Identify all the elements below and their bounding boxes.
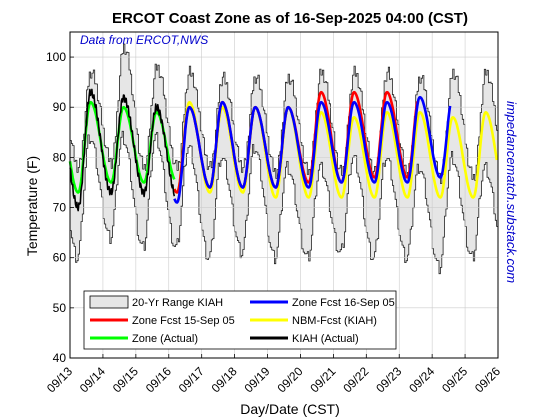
legend-label-zone-fcst-16-sep-05: Zone Fcst 16-Sep 05: [292, 297, 395, 309]
y-axis-ticks: 40 50 60 70 80 90 100: [46, 50, 74, 365]
legend-label-kiah-actual: KIAH (Actual): [292, 333, 359, 345]
series-line-kiah-actual: [69, 88, 176, 212]
y-tick-label: 40: [53, 351, 67, 365]
y-tick-label: 50: [53, 301, 67, 315]
legend-label-zone-fcst-15-sep-05: Zone Fcst 15-Sep 05: [132, 315, 235, 327]
source-annotation: Data from ERCOT,NWS: [80, 33, 208, 47]
legend-label-20-yr-range-kiah: 20-Yr Range KIAH: [132, 297, 223, 309]
y-tick-label: 80: [53, 150, 67, 164]
legend-label-nbm-fcst-kiah: NBM-Fcst (KIAH): [292, 315, 377, 327]
legend-swatch-20-yr-range-kiah: [89, 295, 129, 309]
watermark-text: impedancematch.substack.com: [504, 101, 519, 283]
plot-frame: [69, 31, 499, 359]
series-layer: [68, 88, 498, 212]
chart-title: ERCOT Coast Zone as of 16-Sep-2025 04:00…: [112, 10, 468, 27]
legend-box: [83, 290, 397, 350]
y-tick-label: 60: [53, 251, 67, 265]
y-tick-label: 70: [53, 201, 67, 215]
legend: 20-Yr Range KIAH Zone Fcst 16-Sep 05 Zone …: [83, 290, 397, 350]
series-line-zone-fcst-16-sep-05: [173, 95, 452, 204]
y-tick-label: 90: [53, 100, 67, 114]
x-axis-label: Day/Date (CST): [240, 401, 340, 417]
y-axis-label: Temperature (F): [24, 156, 40, 256]
legend-label-zone-actual: Zone (Actual): [132, 333, 198, 345]
y-tick-label: 100: [46, 50, 66, 64]
